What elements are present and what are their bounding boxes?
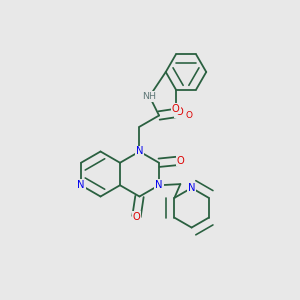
Text: N: N [188, 183, 195, 193]
Text: O: O [172, 104, 180, 114]
Text: N: N [77, 180, 85, 190]
Text: NH: NH [142, 92, 157, 101]
Text: O: O [176, 156, 184, 166]
Text: O: O [186, 111, 193, 120]
Text: N: N [136, 146, 143, 157]
Text: O: O [175, 107, 183, 118]
Text: O: O [133, 212, 140, 221]
Text: N: N [155, 180, 163, 190]
